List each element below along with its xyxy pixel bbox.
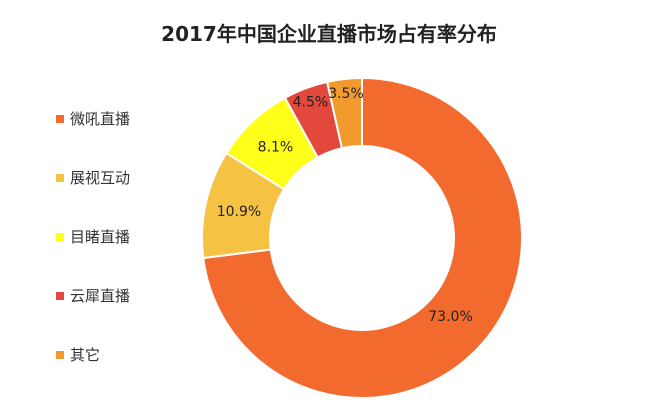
legend-label: 微吼直播 bbox=[70, 110, 131, 128]
legend-swatch bbox=[56, 173, 64, 182]
legend-item-4: 云犀直播 bbox=[56, 285, 130, 306]
data-label-5: 3.5% bbox=[328, 86, 364, 102]
data-label-1: 73.0% bbox=[428, 309, 472, 325]
legend-item-3: 目睹直播 bbox=[56, 226, 130, 247]
legend-item-2: 展视互动 bbox=[56, 167, 130, 188]
legend-item-1: 微吼直播 bbox=[56, 108, 130, 129]
legend-label: 其它 bbox=[70, 346, 101, 364]
data-label-4: 4.5% bbox=[293, 94, 329, 110]
legend-swatch bbox=[56, 350, 64, 359]
legend-swatch bbox=[56, 291, 64, 300]
legend-swatch bbox=[56, 232, 64, 241]
data-label-3: 8.1% bbox=[258, 139, 294, 155]
legend-label: 云犀直播 bbox=[70, 287, 131, 305]
legend-label: 展视互动 bbox=[70, 169, 131, 187]
chart-title: 2017年中国企业直播市场占有率分布 bbox=[161, 22, 497, 46]
legend-item-5: 其它 bbox=[56, 344, 100, 365]
donut-slice-1 bbox=[202, 76, 523, 399]
data-label-2: 10.9% bbox=[217, 204, 261, 220]
donut-slice-5 bbox=[325, 76, 363, 150]
legend-label: 目睹直播 bbox=[70, 228, 131, 246]
legend-swatch bbox=[56, 114, 64, 123]
